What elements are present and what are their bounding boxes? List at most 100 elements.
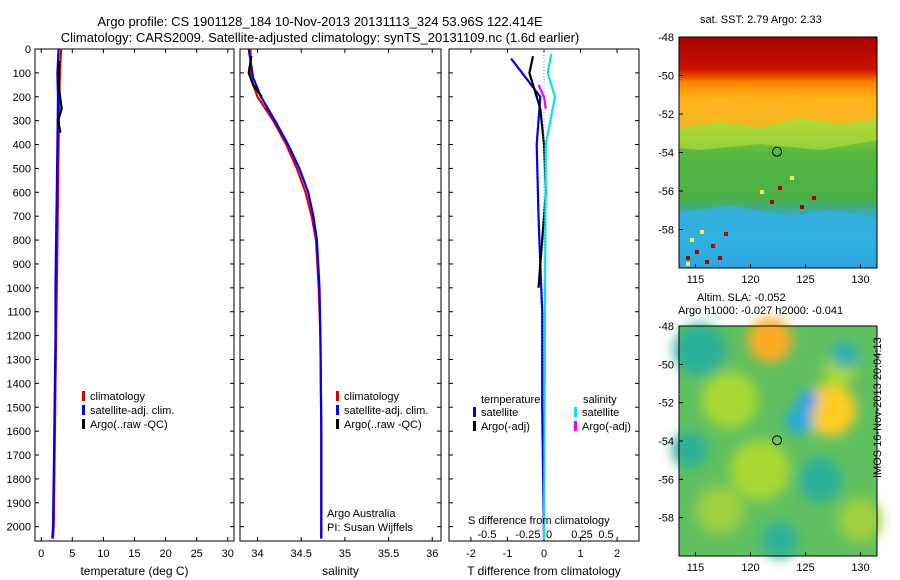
sst-pixel bbox=[718, 256, 722, 260]
top-tick-label: -0.25 bbox=[515, 529, 540, 541]
y-tick-label: 1800 bbox=[7, 474, 31, 486]
map-y-tick-label: -54 bbox=[658, 148, 674, 160]
top-tick-label: 0.25 bbox=[571, 529, 592, 541]
sst-pixel bbox=[812, 196, 816, 200]
profile-title: Argo profile: CS 1901128_184 10-Nov-2013… bbox=[97, 14, 543, 29]
sst-front bbox=[679, 118, 877, 150]
x-tick-label: 35.5 bbox=[378, 548, 399, 560]
map-y-tick-label: -52 bbox=[658, 109, 674, 121]
legend-swatch bbox=[574, 421, 577, 431]
sst-pixel bbox=[790, 176, 794, 180]
legend-swatch bbox=[473, 407, 476, 417]
sst-map-title: sat. SST: 2.79 Argo: 2.33 bbox=[700, 14, 822, 26]
map-x-tick-label: 120 bbox=[741, 562, 759, 574]
plot-frame bbox=[34, 48, 235, 542]
sla-blob bbox=[798, 458, 842, 502]
legend-title: temperature bbox=[481, 394, 540, 406]
legend-title: salinity bbox=[583, 394, 617, 406]
legend-label: Argo(..raw -QC) bbox=[344, 419, 422, 431]
sst-pixel bbox=[705, 260, 709, 264]
x-tick-label: 1 bbox=[577, 548, 583, 560]
legend-swatch bbox=[574, 407, 577, 417]
sla-map-title: Altim. SLA: -0.052 bbox=[697, 292, 786, 304]
sst-pixel bbox=[800, 205, 804, 209]
sst-pixel bbox=[686, 262, 690, 266]
map-y-tick-label: -48 bbox=[658, 32, 674, 44]
map-x-tick-label: 115 bbox=[687, 274, 705, 286]
map-x-tick-label: 130 bbox=[851, 562, 869, 574]
x-tick-label: 20 bbox=[159, 548, 171, 560]
argo-position-marker bbox=[772, 435, 783, 446]
legend-label: climatology bbox=[344, 391, 400, 403]
y-tick-label: 400 bbox=[13, 140, 31, 152]
sla-blob bbox=[674, 324, 726, 376]
y-tick-label: 900 bbox=[13, 259, 31, 271]
y-tick-label: 600 bbox=[13, 187, 31, 199]
y-tick-label: 100 bbox=[13, 68, 31, 80]
y-tick-label: 500 bbox=[13, 163, 31, 175]
y-tick-label: 1700 bbox=[7, 450, 31, 462]
plot-frame bbox=[239, 48, 442, 542]
sst-cold-patch bbox=[679, 206, 877, 268]
sla-blob bbox=[786, 406, 814, 434]
climatology-title: Climatology: CARS2009. Satellite-adjuste… bbox=[60, 30, 580, 45]
top-tick-label: -0.5 bbox=[478, 529, 497, 541]
map-x-tick-label: 125 bbox=[796, 562, 814, 574]
argo-position-marker bbox=[772, 146, 783, 157]
map-y-tick-label: -54 bbox=[658, 436, 674, 448]
x-tick-label: 15 bbox=[128, 548, 140, 560]
series-line-1 bbox=[528, 55, 547, 288]
x-axis-label: T difference from climatology bbox=[467, 564, 621, 578]
annotation-text: PI: Susan Wijffels bbox=[327, 522, 413, 534]
sst-pixel bbox=[711, 244, 715, 248]
sla-blob bbox=[838, 498, 882, 542]
map-y-tick-label: -56 bbox=[658, 186, 674, 198]
sst-pixel bbox=[724, 232, 728, 236]
sla-blob bbox=[831, 341, 859, 369]
map-y-tick-label: -52 bbox=[658, 398, 674, 410]
legend-label: satellite bbox=[481, 407, 518, 419]
y-tick-label: 200 bbox=[13, 92, 31, 104]
y-tick-label: 1000 bbox=[7, 283, 31, 295]
sst-pixel bbox=[760, 190, 764, 194]
top-tick-label: 0 bbox=[546, 529, 552, 541]
map-y-tick-label: -48 bbox=[658, 321, 674, 333]
series-line-3 bbox=[537, 84, 547, 109]
y-tick-label: 800 bbox=[13, 235, 31, 247]
sla-map-subtitle: Argo h1000: -0.027 h2000: -0.041 bbox=[678, 305, 844, 317]
map-x-tick-label: 115 bbox=[687, 562, 705, 574]
map-y-tick-label: -50 bbox=[658, 71, 674, 83]
map-y-tick-label: -56 bbox=[658, 474, 674, 486]
sla-blob bbox=[696, 486, 744, 534]
x-tick-label: 30 bbox=[222, 548, 234, 560]
x-tick-label: 34.5 bbox=[290, 548, 311, 560]
top-axis-label: S difference from climatology bbox=[468, 515, 610, 527]
y-tick-label: 1400 bbox=[7, 378, 31, 390]
x-axis-label: temperature (deg C) bbox=[80, 564, 188, 578]
legend-swatch bbox=[82, 419, 85, 429]
legend-label: Argo(-adj) bbox=[481, 421, 530, 433]
legend-label: satellite-adj. clim. bbox=[90, 405, 174, 417]
sst-pixel bbox=[695, 250, 699, 254]
sla-blob bbox=[748, 318, 792, 362]
x-tick-label: 35 bbox=[339, 548, 351, 560]
sst-pixel bbox=[770, 200, 774, 204]
legend-label: satellite-adj. clim. bbox=[344, 405, 428, 417]
sst-pixel bbox=[690, 238, 694, 242]
y-tick-label: 1100 bbox=[7, 307, 31, 319]
map-x-tick-label: 120 bbox=[741, 274, 759, 286]
x-tick-label: 0 bbox=[38, 548, 44, 560]
legend-swatch bbox=[82, 391, 85, 401]
x-tick-label: -2 bbox=[466, 548, 476, 560]
imos-timestamp: IMOS 16-Nov-2013 20:04:13 bbox=[872, 337, 884, 478]
x-axis-label: salinity bbox=[322, 564, 359, 578]
legend-label: climatology bbox=[90, 391, 146, 403]
series-group bbox=[247, 49, 323, 539]
y-tick-label: 2000 bbox=[7, 522, 31, 534]
sst-pixel bbox=[700, 230, 704, 234]
sla-blob bbox=[702, 372, 758, 428]
map-y-tick-label: -58 bbox=[658, 513, 674, 525]
y-tick-label: 700 bbox=[13, 211, 31, 223]
sla-blob bbox=[762, 522, 798, 558]
